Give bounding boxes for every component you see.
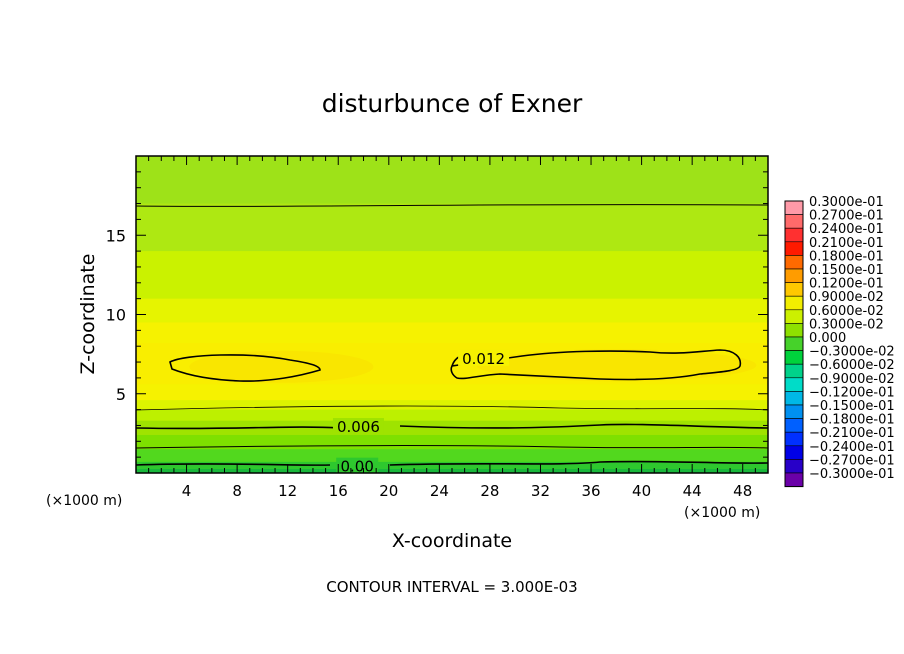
legend-label: −0.3000e-01 [809,467,895,482]
x-tick-label: 32 [531,482,550,500]
legend-label: −0.2400e-01 [809,440,895,455]
y-tick-label: 5 [116,385,126,404]
contour-label-bg [336,457,379,473]
contour-band [476,349,757,382]
legend-swatch [784,391,804,406]
x-tick-label: 28 [480,482,499,500]
legend-swatch [784,255,804,270]
legend-swatch [784,227,804,243]
legend-swatch [784,214,804,229]
legend-label: 0.2100e-01 [809,236,884,251]
legend-label: −0.9000e-02 [809,372,895,387]
legend-swatch [784,431,804,447]
contour-line [136,423,768,430]
chart-title: disturbunce of Exner [322,89,583,118]
legend-swatch [784,472,804,487]
legend-label: 0.2700e-01 [809,209,884,224]
legend-label: 0.6000e-02 [809,304,884,319]
x-tick-label: 40 [632,482,651,500]
legend-swatch [784,282,804,297]
contour-band [136,461,768,473]
legend-label: 0.9000e-02 [809,290,884,305]
x-tick-label: 24 [430,482,449,500]
legend-label: 0.000 [809,331,846,346]
color-legend: 0.3000e-010.2700e-010.2400e-010.2100e-01… [784,195,895,488]
contour-label: 0.00 [340,458,373,476]
contour-band [189,350,374,383]
legend-label: −0.3000e-02 [809,345,895,360]
contour-label-bg [332,418,384,435]
y-tick-label: 15 [106,226,126,245]
legend-swatch [784,309,804,324]
legend-label: −0.6000e-02 [809,358,895,373]
x-tick-label: 12 [278,482,297,500]
legend-label: 0.1800e-01 [809,249,884,264]
x-tick-label: 48 [733,482,752,500]
contour-line [136,405,768,411]
legend-swatch [784,200,804,215]
x-tick-label: 44 [683,482,702,500]
x-tick-label: 8 [232,482,242,500]
legend-label: −0.2100e-01 [809,426,895,441]
y-tick-label: 10 [106,306,126,325]
contour-interval-note: CONTOUR INTERVAL = 3.000E-03 [326,578,577,596]
legend-label: 0.3000e-02 [809,317,884,332]
legend-label: 0.2400e-01 [809,222,884,237]
plot-area: 0.012 0.006 0.00 [136,156,768,476]
legend-label: −0.1500e-01 [809,399,895,414]
legend-swatch [784,459,804,474]
x-tick-label: 20 [379,482,398,500]
legend-swatch [784,377,804,392]
x-unit-left: (×1000 m) [46,493,122,509]
legend-label: −0.2700e-01 [809,453,895,468]
legend-swatch [784,363,804,379]
legend-swatch [784,295,804,311]
legend-swatch [784,241,804,256]
x-unit-right: (×1000 m) [684,505,760,521]
x-tick-label: 16 [329,482,348,500]
legend-swatch [784,445,804,460]
legend-label: 0.1500e-01 [809,263,884,278]
contour-label: 0.012 [462,350,505,368]
legend-label: 0.3000e-01 [809,195,884,210]
contour-line [136,204,768,207]
x-tick-label: 36 [581,482,600,500]
legend-frame [784,200,804,488]
legend-swatch [784,418,804,433]
contour-line [136,444,768,449]
legend-swatch [784,268,804,283]
x-axis-label: X-coordinate [392,530,512,552]
contour-label-bg [458,349,510,366]
contour-label: 0.006 [337,418,380,436]
legend-swatch [784,336,804,351]
x-tick-label: 4 [182,482,192,500]
contour-line [136,460,768,466]
legend-label: −0.1200e-01 [809,385,895,400]
legend-swatch [784,323,804,338]
legend-swatch [784,404,804,419]
y-axis-label: Z-coordinate [77,254,99,375]
legend-label: 0.1200e-01 [809,277,884,292]
legend-swatch [784,350,804,365]
contour-line [169,354,321,382]
legend-label: −0.1800e-01 [809,413,895,428]
